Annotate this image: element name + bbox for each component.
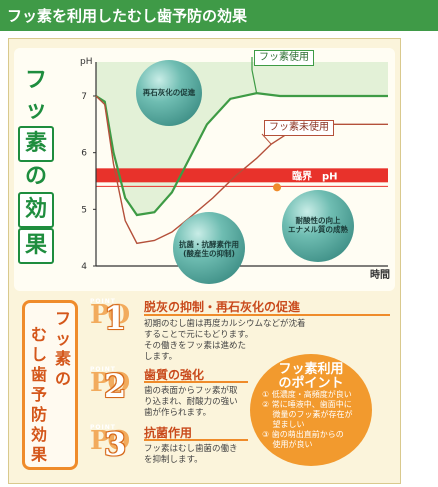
title-char: 効 [18, 192, 54, 228]
badge-point-text: POINT [90, 424, 116, 431]
vertical-title-top: フ ッ 素 の 効 果 [18, 66, 54, 264]
legend-connector-used [251, 57, 258, 94]
badge-point-text: POINT [90, 298, 116, 305]
title-char: フ [24, 68, 47, 93]
oval-items: ① 低濃度・高頻度が良い ② 常に唾液中、歯面中に 微量のフッ素が存在が 望まし… [262, 390, 362, 450]
bubble-acid-resistance: 耐酸性の向上 エナメル質の成熟 [282, 190, 354, 262]
oval-title-1: フッ素利用 [278, 362, 344, 377]
marker-dot [273, 183, 282, 192]
point-1-line: します。 [144, 352, 178, 362]
title-char: む [30, 325, 47, 344]
badge-bg-text: PO [90, 368, 130, 398]
y-tick-label: 4 [81, 262, 87, 272]
title-char: 果 [18, 228, 54, 264]
point-2-line: り込まれ、耐酸力の強い [144, 397, 238, 407]
point-2-title: 歯質の強化 [144, 368, 205, 382]
point-badge-1: PO POINT 1 [90, 298, 134, 337]
bubble-label: 耐酸性の向上 エナメル質の成熟 [282, 216, 354, 234]
point-2-line: 歯の表面からフッ素が取 [144, 386, 238, 396]
oval-item: ① 低濃度・高頻度が良い [262, 390, 352, 399]
y-axis-label: pH [80, 57, 92, 67]
series-line-0 [95, 92, 388, 217]
critical-ph-band [96, 168, 388, 183]
header-bar: フッ素を利用したむし歯予防の効果 [0, 0, 438, 31]
bubble-antibacterial: 抗菌・抗酵素作用 (酸産生の抑制) [173, 212, 245, 284]
bubble-label: 再石灰化の促進 [142, 88, 196, 97]
oval-item: 使用が良い [262, 440, 313, 449]
title-char: 効 [30, 425, 47, 444]
point-1-line: その働きをフッ素は進めた [144, 341, 247, 351]
title-char: 防 [30, 405, 47, 424]
bubble-label: 抗菌・抗酵素作用 (酸産生の抑制) [173, 240, 245, 258]
point-2-line: 歯が作られます。 [144, 408, 212, 418]
point-1-line: 初期のむし歯は再度カルシウムなどが沈着 [144, 319, 306, 329]
legend-fluoride-unused: フッ素未使用 [264, 120, 334, 136]
bubble-label-line: 耐酸性の向上 [295, 216, 341, 225]
y-tick-label: 6 [81, 149, 87, 159]
y-tick-label: 5 [81, 205, 87, 215]
title-char: 素 [54, 349, 71, 368]
badge-number: 2 [104, 367, 127, 405]
point-2-body: 歯の表面からフッ素が取 り込まれ、耐酸力の強い 歯が作られます。 [144, 386, 272, 419]
point-3-underline [144, 439, 248, 441]
title-char: 果 [30, 445, 47, 464]
oval-item: ③ 歯の萌出直前からの [262, 430, 344, 439]
point-1-underline [144, 314, 390, 316]
legend-connector-unused [261, 133, 272, 145]
vertical-col-right: フ ッ 素 の [51, 309, 75, 389]
point-3-title: 抗菌作用 [144, 426, 193, 440]
badge-number: 3 [104, 425, 127, 463]
oval-item: ② 常に唾液中、歯面中に [262, 400, 352, 409]
bubble-label-line: 抗菌・抗酵素作用 [179, 240, 239, 249]
legend-fluoride-used: フッ素使用 [254, 50, 314, 66]
bubble-remineralization: 再石灰化の促進 [136, 60, 202, 126]
vertical-col-left: む し 歯 予 防 効 果 [27, 325, 51, 465]
point-1-title: 脱灰の抑制・再石灰化の促進 [144, 300, 301, 314]
title-char: し [30, 345, 47, 364]
oval-title-2: のポイント [278, 376, 344, 391]
title-char: 素 [18, 126, 54, 162]
y-tick-label: 7 [81, 92, 87, 102]
point-3-line: を抑制します。 [144, 455, 203, 465]
title-char: ッ [54, 329, 71, 348]
badge-number: 1 [104, 299, 127, 337]
fluoride-points-oval: フッ素利用 のポイント ① 低濃度・高頻度が良い ② 常に唾液中、歯面中に 微量… [250, 354, 372, 466]
point-2-underline [144, 381, 248, 383]
oval-item: 望ましい [262, 420, 305, 429]
title-char: ッ [24, 98, 47, 123]
point-1-body: 初期のむし歯は再度カルシウムなどが沈着 することで元にもどります。 その働きをフ… [144, 319, 344, 363]
point-1-line: することで元にもどります。 [144, 330, 254, 340]
point-badge-3: PO POINT 3 [90, 424, 134, 463]
point-3-line: フッ素はむし歯菌の働き [144, 444, 238, 454]
bubble-label-line: エナメル質の成熟 [288, 225, 348, 234]
title-char: 予 [30, 385, 47, 404]
title-char: の [54, 369, 71, 388]
title-char: フ [54, 309, 71, 328]
oval-item: 微量のフッ素が存在が [262, 410, 353, 419]
point-badge-2: PO POINT 2 [90, 366, 134, 405]
critical-ph-label: 臨界 pH [292, 169, 338, 182]
badge-bg-text: PO [90, 426, 130, 456]
bubble-label-line: (酸産生の抑制) [183, 249, 235, 258]
page-title: フッ素を利用したむし歯予防の効果 [7, 7, 248, 25]
title-char: 歯 [30, 365, 47, 384]
badge-bg-text: PO [90, 300, 130, 330]
x-axis-label: 時間 [370, 268, 390, 281]
point-3-body: フッ素はむし歯菌の働き を抑制します。 [144, 444, 272, 466]
vertical-title-bottom: フ ッ 素 の む し 歯 予 防 効 果 [22, 300, 78, 470]
title-char: の [24, 164, 47, 189]
badge-point-text: POINT [90, 366, 116, 373]
